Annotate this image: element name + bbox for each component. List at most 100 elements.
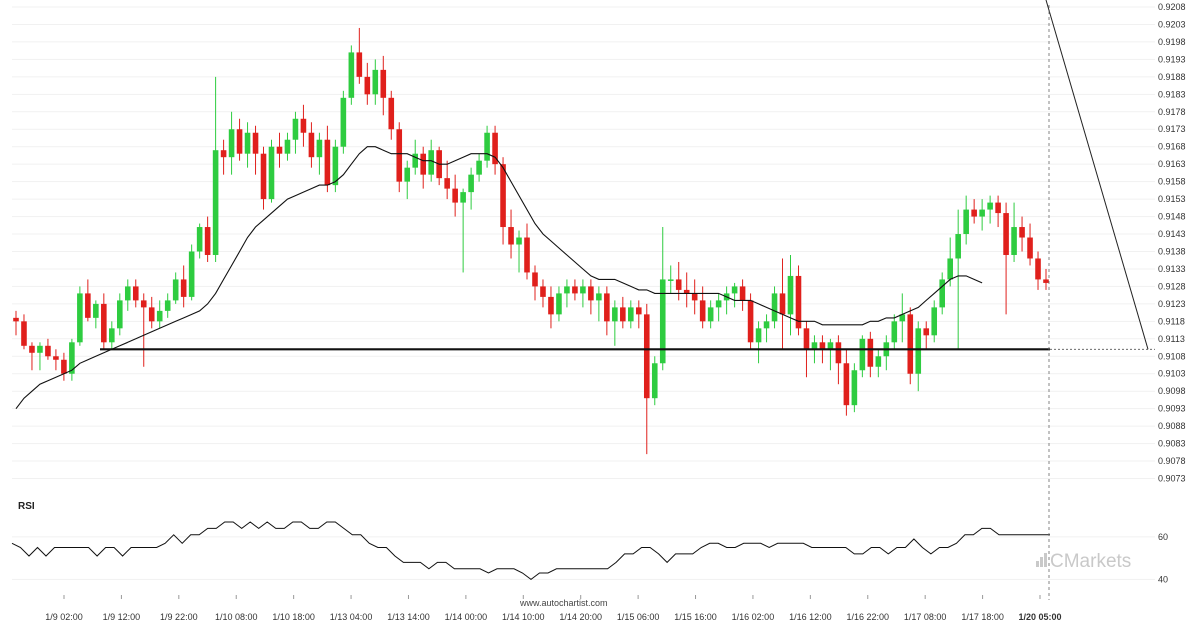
candle — [37, 342, 43, 371]
candle — [987, 195, 993, 224]
candle-body — [492, 132, 498, 165]
candle — [444, 160, 450, 200]
candle-body — [292, 118, 299, 140]
candle — [244, 122, 251, 168]
candle — [1027, 223, 1033, 266]
candle-body — [236, 129, 243, 154]
candle — [260, 146, 267, 210]
candle — [923, 321, 930, 350]
candle-body — [1019, 227, 1025, 238]
candle-body — [931, 307, 938, 336]
candle-body — [779, 293, 786, 315]
candle-body — [532, 272, 538, 287]
candle — [308, 122, 315, 168]
price-tick-label: 0.9128 — [1158, 281, 1186, 291]
candle-body — [699, 300, 706, 322]
candle — [324, 125, 331, 193]
candle-body — [460, 192, 466, 203]
candle-body — [875, 356, 882, 367]
candle-body — [580, 286, 586, 294]
candle — [252, 125, 259, 175]
candle-body — [420, 153, 427, 175]
price-tick-label: 0.9178 — [1158, 107, 1186, 117]
price-tick-label: 0.9118 — [1158, 316, 1185, 326]
candle — [643, 303, 650, 455]
candle — [891, 314, 898, 350]
candle-body — [588, 286, 594, 301]
moving-average-series — [15, 146, 983, 410]
candle — [172, 272, 179, 304]
candle — [604, 286, 610, 336]
candle — [468, 167, 474, 210]
time-tick-label: 1/17 18:00 — [961, 612, 1004, 622]
candle — [85, 279, 91, 322]
candle — [53, 349, 59, 371]
candle-body — [939, 279, 946, 308]
candle-body — [109, 328, 115, 343]
candle — [827, 338, 834, 371]
candle-body — [803, 328, 810, 350]
candle — [61, 352, 67, 381]
candle — [691, 279, 698, 315]
candle-body — [316, 139, 323, 158]
price-tick-label: 0.9188 — [1158, 72, 1186, 82]
candle — [955, 209, 961, 350]
candle-body — [620, 307, 626, 322]
candle — [45, 338, 51, 360]
candle-body — [69, 342, 75, 374]
price-tick-label: 0.9088 — [1158, 421, 1186, 431]
candle — [1003, 202, 1009, 315]
price-tick-label: 0.9198 — [1158, 37, 1186, 47]
candle-body — [612, 307, 618, 322]
time-tick-label: 1/9 12:00 — [103, 612, 141, 622]
candle-body — [707, 307, 714, 322]
candle-body — [77, 293, 83, 343]
rsi-gridlines — [12, 536, 1155, 580]
candle-body — [116, 300, 123, 329]
candle-body — [412, 153, 419, 168]
candle-body — [659, 279, 666, 364]
candle — [356, 27, 363, 84]
candle — [867, 331, 874, 378]
candle — [77, 286, 83, 346]
candle-body — [348, 52, 355, 98]
candle-body — [252, 132, 259, 154]
candle — [180, 265, 187, 308]
candle-body — [1011, 227, 1017, 255]
candle-body — [635, 307, 642, 315]
price-tick-label: 0.9203 — [1158, 19, 1186, 29]
candle-body — [1027, 237, 1033, 259]
price-tick-label: 0.9108 — [1158, 351, 1186, 361]
price-tick-label: 0.9103 — [1158, 369, 1186, 379]
time-tick-label: 1/9 02:00 — [45, 612, 83, 622]
candle-body — [891, 321, 898, 343]
candle-body — [643, 314, 650, 399]
candle — [628, 300, 634, 329]
candle-body — [29, 345, 35, 353]
candle — [564, 279, 570, 308]
candle — [835, 335, 842, 385]
candle-body — [300, 118, 307, 133]
candle — [532, 265, 538, 301]
candle — [69, 338, 75, 381]
candle-body — [731, 286, 738, 294]
candle-body — [795, 275, 802, 329]
candle — [404, 160, 411, 200]
rsi-tick-label: 40 — [1158, 574, 1168, 584]
time-axis: 1/9 02:00 1/9 12:00 1/9 22:00 1/10 08:00 1/1… — [45, 5, 1062, 622]
candle — [212, 76, 219, 262]
price-tick-label: 0.9168 — [1158, 142, 1186, 152]
candle — [851, 363, 858, 413]
candle-body — [132, 286, 139, 301]
candle — [93, 300, 99, 329]
price-tick-label: 0.9113 — [1158, 334, 1185, 344]
candle-body — [484, 132, 490, 161]
rsi-label: RSI — [18, 501, 35, 512]
candle — [859, 335, 866, 378]
candle — [795, 265, 802, 336]
candle — [939, 272, 946, 315]
candle-body — [93, 303, 99, 318]
candle — [101, 293, 107, 350]
candle — [651, 356, 658, 406]
